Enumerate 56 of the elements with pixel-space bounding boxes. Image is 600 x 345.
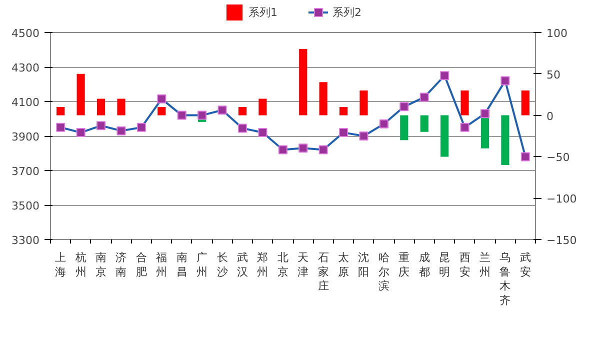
x-tick-label: 武安 bbox=[520, 250, 531, 278]
x-tick-label: 沈阳 bbox=[358, 250, 370, 278]
bar bbox=[299, 49, 308, 116]
x-tick-label: 济南 bbox=[116, 250, 127, 278]
y-tick-label: 3500 bbox=[12, 200, 40, 212]
x-tick-label: 北京 bbox=[277, 250, 288, 278]
bar bbox=[319, 82, 328, 116]
y-tick-label: 4100 bbox=[12, 96, 40, 109]
x-tick-label: 南昌 bbox=[176, 250, 188, 278]
bar bbox=[76, 74, 85, 116]
bar bbox=[460, 90, 469, 116]
bar bbox=[56, 107, 65, 116]
y2-tick-label: −100 bbox=[546, 192, 577, 206]
bar bbox=[96, 98, 106, 116]
y-tick-label: 3900 bbox=[12, 130, 40, 144]
x-tick-label: 郑州 bbox=[257, 252, 268, 278]
x-tick-label: 天津 bbox=[298, 252, 309, 278]
legend-label: 系列1 bbox=[248, 4, 278, 20]
bar bbox=[238, 107, 247, 116]
bar bbox=[400, 115, 408, 140]
bar bbox=[339, 107, 348, 116]
bar bbox=[117, 98, 126, 116]
bar bbox=[440, 115, 449, 157]
x-tick-label: 福州 bbox=[156, 250, 168, 278]
x-tick-label: 南京 bbox=[96, 250, 107, 278]
y2-tick-label: −50 bbox=[546, 151, 570, 164]
x-tick-label: 上海 bbox=[55, 250, 66, 278]
bar bbox=[521, 90, 530, 116]
x-tick-label: 西安 bbox=[459, 252, 470, 278]
bar bbox=[158, 107, 166, 116]
x-tick-label: 昆明 bbox=[439, 252, 450, 278]
x-tick-label: 长沙 bbox=[216, 250, 228, 278]
bar bbox=[420, 115, 428, 132]
x-tick-label: 石家庄 bbox=[318, 252, 329, 293]
x-tick-label: 乌鲁木齐 bbox=[500, 252, 511, 308]
x-tick-label: 广州 bbox=[196, 250, 208, 278]
x-tick-label: 兰州 bbox=[479, 250, 490, 278]
y-tick-label: 4300 bbox=[12, 62, 40, 74]
x-tick-label: 太原 bbox=[338, 250, 350, 278]
y2-tick-label: −150 bbox=[546, 234, 577, 247]
legend-label: 系列2 bbox=[332, 4, 362, 20]
bar bbox=[258, 98, 267, 116]
x-tick-label: 哈尔滨 bbox=[378, 252, 390, 293]
x-tick-label: 合肥 bbox=[136, 250, 147, 278]
x-tick-label: 武汉 bbox=[236, 250, 248, 278]
y-tick-label: 3700 bbox=[12, 165, 40, 178]
x-tick-label: 重庆 bbox=[398, 250, 410, 278]
y-tick-label: 4500 bbox=[12, 27, 40, 40]
y-tick-label: 3300 bbox=[12, 234, 40, 247]
y2-tick-label: 0 bbox=[546, 110, 554, 123]
x-tick-label: 成都 bbox=[418, 250, 430, 278]
bar bbox=[501, 115, 510, 165]
y2-tick-label: 50 bbox=[546, 68, 560, 82]
bar bbox=[360, 90, 368, 116]
y2-tick-label: 100 bbox=[546, 27, 568, 40]
x-tick-label: 杭州 bbox=[74, 250, 86, 278]
